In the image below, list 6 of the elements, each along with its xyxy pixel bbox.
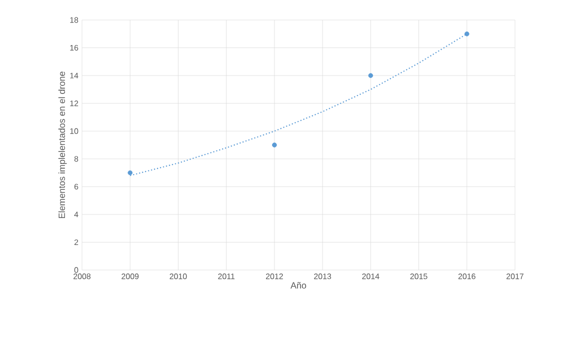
- point: [128, 170, 133, 176]
- point: [368, 73, 374, 78]
- y-axis-title: Elementos implelentados en el drone: [58, 72, 67, 218]
- point: [272, 142, 277, 148]
- x-axis-title: Año: [290, 282, 306, 289]
- point: [464, 31, 470, 36]
